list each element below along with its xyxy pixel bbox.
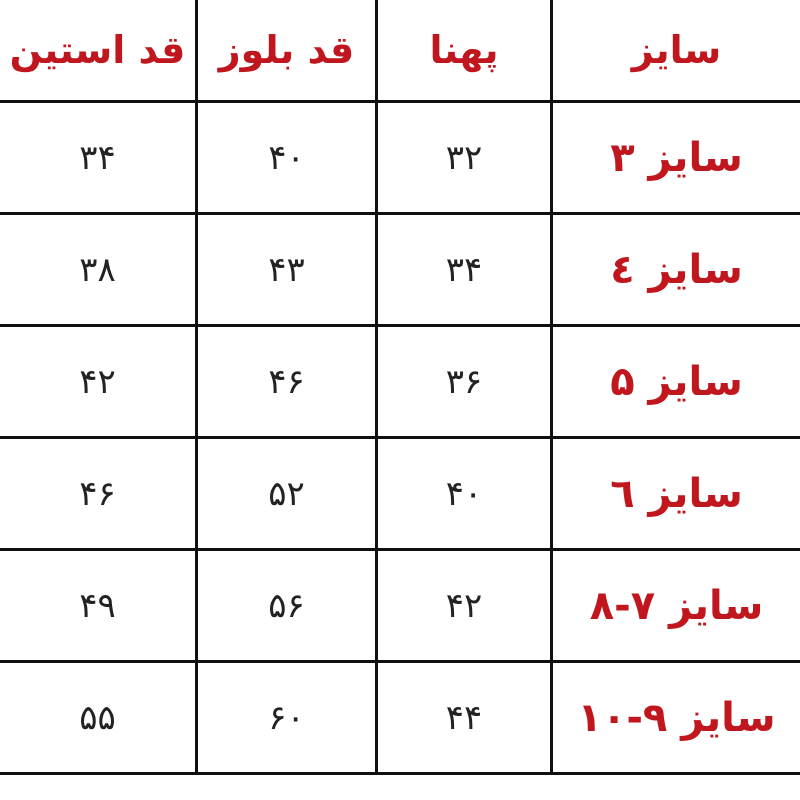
value-cell: ۴۲ bbox=[0, 327, 195, 439]
value-cell: ۴۲ bbox=[375, 551, 550, 663]
size-label: سایز ٦ bbox=[550, 439, 800, 551]
value-cell: ۳۴ bbox=[375, 215, 550, 327]
value-cell: ۵۶ bbox=[195, 551, 375, 663]
size-table: سایز پهنا قد بلوز قد استین سایز ۳ ۳۲ ۴۰ ۳۴ سایز … bbox=[0, 0, 800, 775]
value-cell: ۴۹ bbox=[0, 551, 195, 663]
value-cell: ۵۲ bbox=[195, 439, 375, 551]
value-cell: ۴۳ bbox=[195, 215, 375, 327]
header-cell: پهنا bbox=[375, 0, 550, 103]
value-cell: ۳۴ bbox=[0, 103, 195, 215]
value-cell: ۵۵ bbox=[0, 663, 195, 775]
value-cell: ۶۰ bbox=[195, 663, 375, 775]
value-cell: ۴۴ bbox=[375, 663, 550, 775]
size-label: سایز ۵ bbox=[550, 327, 800, 439]
header-cell: قد بلوز bbox=[195, 0, 375, 103]
value-cell: ۳۸ bbox=[0, 215, 195, 327]
size-label: سایز ۳ bbox=[550, 103, 800, 215]
value-cell: ۴۶ bbox=[0, 439, 195, 551]
header-cell: قد استین bbox=[0, 0, 195, 103]
header-cell: سایز bbox=[550, 0, 800, 103]
value-cell: ۳۲ bbox=[375, 103, 550, 215]
size-label: سایز ۷-۸ bbox=[550, 551, 800, 663]
value-cell: ۴۶ bbox=[195, 327, 375, 439]
size-label: سایز ۹-۱۰ bbox=[550, 663, 800, 775]
value-cell: ۴۰ bbox=[195, 103, 375, 215]
value-cell: ۴۰ bbox=[375, 439, 550, 551]
value-cell: ۳۶ bbox=[375, 327, 550, 439]
size-label: سایز ٤ bbox=[550, 215, 800, 327]
